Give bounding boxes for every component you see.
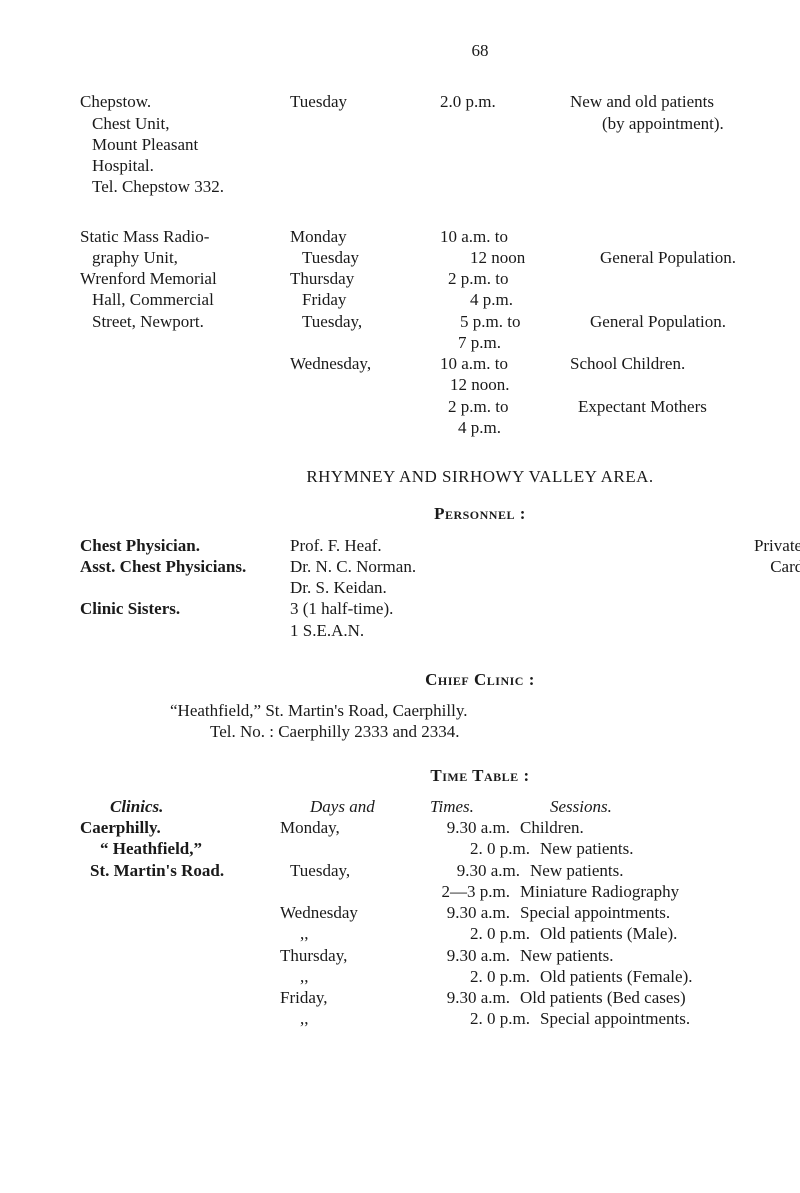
time: 9.30 a.m. [400, 945, 520, 966]
location-line: Hall, Commercial [80, 289, 302, 310]
session: Old patients (Male). [540, 923, 800, 944]
clinic-name: “ Heathfield,” [80, 838, 300, 859]
col-header: Clinics. [80, 796, 310, 817]
session: Old patients (Bed cases) [520, 987, 800, 1008]
time: 9.30 a.m. [410, 860, 530, 881]
note: General Population. [590, 311, 800, 332]
day: ,, [280, 923, 420, 944]
location-line: Static Mass Radio- [80, 226, 290, 247]
time: 9.30 a.m. [400, 902, 520, 923]
note: Expectant Mothers [578, 396, 800, 417]
personnel-label: Personnel : [80, 503, 800, 524]
day: Tuesday, [302, 311, 452, 332]
time: 2 p.m. to [440, 268, 578, 289]
day: Tuesday, [290, 860, 410, 881]
time: 10 a.m. to [440, 226, 570, 247]
time: 2.0 p.m. [440, 91, 570, 112]
time: 7 p.m. [440, 332, 588, 353]
contact: Private Tel. No. : [510, 535, 800, 556]
session: New patients. [530, 860, 800, 881]
time: 4 p.m. [452, 289, 600, 310]
time: 2—3 p.m. [400, 881, 520, 902]
location-line: Chest Unit, [80, 113, 302, 134]
location-line: graphy Unit, [80, 247, 302, 268]
clinic-name: Caerphilly. [80, 817, 280, 838]
col-header: Times. [430, 796, 550, 817]
chief-clinic-label: Chief Clinic : [80, 669, 800, 690]
session: Children. [520, 817, 800, 838]
location-line: Tel. Chepstow 332. [80, 176, 302, 197]
location-line: Hospital. [80, 155, 302, 176]
session: New patients. [540, 838, 800, 859]
time: 2. 0 p.m. [420, 1008, 540, 1029]
contact: Cardiff 51619. [510, 556, 800, 577]
day: Monday, [280, 817, 400, 838]
note: (by appointment). [582, 113, 800, 134]
time: 2. 0 p.m. [420, 838, 540, 859]
day: Friday [302, 289, 452, 310]
session: Special appointments. [520, 902, 800, 923]
name: 3 (1 half-time). [290, 598, 510, 619]
page-number: 68 [80, 40, 800, 61]
day: Monday [290, 226, 440, 247]
day: Tuesday [290, 91, 440, 112]
time: 2. 0 p.m. [420, 923, 540, 944]
location-line: Street, Newport. [80, 311, 302, 332]
time: 12 noon [452, 247, 600, 268]
role: Chest Physician. [80, 535, 290, 556]
time: 12 noon. [440, 374, 580, 395]
time: 10 a.m. to [440, 353, 570, 374]
time: 2 p.m. to [440, 396, 578, 417]
day: Tuesday [302, 247, 452, 268]
session: Special appointments. [540, 1008, 800, 1029]
note: General Population. [600, 247, 800, 268]
personnel-block: Chest Physician. Prof. F. Heaf. Private … [80, 535, 800, 641]
time-table-label: Time Table : [80, 765, 800, 786]
location-line: Mount Pleasant [80, 134, 302, 155]
col-header: Days and [310, 796, 430, 817]
time: 2. 0 p.m. [420, 966, 540, 987]
session: Miniature Radiography [520, 881, 800, 902]
location-line: Chepstow. [80, 91, 290, 112]
time: 5 p.m. to [452, 311, 590, 332]
col-header: Sessions. [550, 796, 800, 817]
name: Prof. F. Heaf. [290, 535, 510, 556]
time: 4 p.m. [440, 417, 588, 438]
clinic-name: St. Martin's Road. [80, 860, 290, 881]
day: ,, [280, 1008, 420, 1029]
note: New and old patients [570, 91, 800, 112]
time: 9.30 a.m. [400, 817, 520, 838]
block-radiography: Static Mass Radio- Monday 10 a.m. to gra… [80, 226, 800, 439]
section-title: RHYMNEY AND SIRHOWY VALLEY AREA. [80, 466, 800, 487]
name: Dr. S. Keidan. [290, 577, 510, 598]
day: Thursday [290, 268, 440, 289]
note: School Children. [570, 353, 800, 374]
chief-clinic-line: “Heathfield,” St. Martin's Road, Caerphi… [80, 700, 800, 721]
day: ,, [280, 966, 420, 987]
day: Wednesday, [290, 353, 440, 374]
name: Dr. N. C. Norman. [290, 556, 510, 577]
name: 1 S.E.A.N. [290, 620, 510, 641]
time: 9.30 a.m. [400, 987, 520, 1008]
day: Friday, [280, 987, 400, 1008]
block-chepstow: Chepstow. Tuesday 2.0 p.m. New and old p… [80, 91, 800, 197]
session: New patients. [520, 945, 800, 966]
chief-clinic-line: Tel. No. : Caerphilly 2333 and 2334. [80, 721, 800, 742]
day: Wednesday [280, 902, 400, 923]
role: Asst. Chest Physicians. [80, 556, 290, 577]
day: Thursday, [280, 945, 400, 966]
role: Clinic Sisters. [80, 598, 290, 619]
session: Old patients (Female). [540, 966, 800, 987]
location-line: Wrenford Memorial [80, 268, 290, 289]
time-table: Clinics. Days and Times. Sessions. Caerp… [80, 796, 800, 1030]
